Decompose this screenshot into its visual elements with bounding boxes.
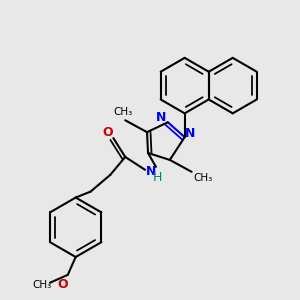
Text: O: O bbox=[102, 126, 113, 139]
Text: N: N bbox=[156, 111, 166, 124]
Text: N: N bbox=[146, 165, 156, 178]
Text: O: O bbox=[58, 278, 68, 291]
Text: H: H bbox=[153, 171, 163, 184]
Text: N: N bbox=[184, 127, 195, 140]
Text: CH₃: CH₃ bbox=[32, 280, 52, 290]
Text: CH₃: CH₃ bbox=[194, 173, 213, 183]
Text: CH₃: CH₃ bbox=[114, 107, 133, 117]
